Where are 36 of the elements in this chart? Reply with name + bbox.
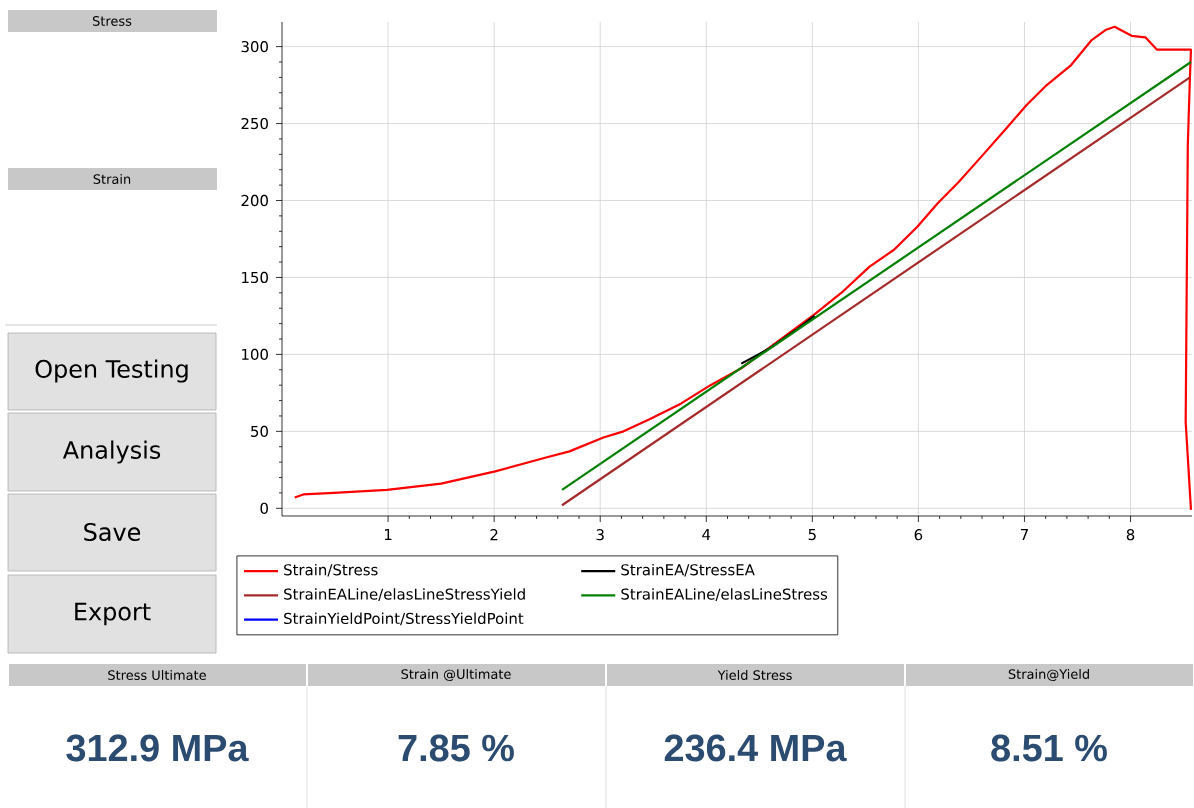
y-tick-label: 200 [241, 194, 268, 206]
text: 312.9 MPa [66, 734, 249, 762]
x-tick-label: 5 [808, 528, 816, 540]
y-tick-label: 300 [241, 40, 268, 53]
text: 236.4 MPa [664, 734, 847, 762]
x-tick-label: 3 [596, 528, 604, 541]
x-tick-label: 7 [1020, 528, 1028, 540]
line-series [293, 25, 1193, 511]
x-tick-label: 8 [1126, 528, 1135, 541]
text: Stress [92, 15, 132, 26]
y-tick-label: 50 [251, 425, 268, 437]
y-tick-label: 150 [242, 271, 268, 283]
legend-label: Strain/Stress [284, 563, 378, 577]
y-tick-label: 100 [242, 348, 268, 360]
line-series [740, 314, 816, 365]
text: 8.51 % [991, 734, 1107, 762]
text: Export [75, 602, 151, 625]
x-tick-label: 2 [490, 528, 498, 540]
legend-label: StrainYieldPoint/StressYieldPoint [284, 612, 524, 626]
text: Open Testing [35, 359, 188, 383]
x-tick-label: 4 [702, 528, 711, 540]
text: Save [84, 522, 141, 541]
y-tick-label: 0 [260, 502, 268, 514]
text: Yield Stress [717, 669, 792, 680]
x-tick-label: 6 [914, 528, 923, 541]
text: 7.85 % [398, 734, 514, 762]
text: Strain @Ultimate [401, 668, 511, 681]
x-tick-label: 1 [384, 528, 392, 540]
legend-label: StrainEA/StressEA [621, 563, 755, 577]
legend-label: StrainEALine/elasLineStress [621, 588, 828, 601]
y-tick-label: 250 [241, 117, 268, 130]
text: Analysis [62, 440, 161, 464]
text: Strain@Yield [1008, 668, 1089, 681]
legend-label: StrainEALine/elasLineStressYield [284, 588, 525, 601]
text: Strain [93, 173, 131, 184]
text: Stress Ultimate [108, 669, 206, 680]
